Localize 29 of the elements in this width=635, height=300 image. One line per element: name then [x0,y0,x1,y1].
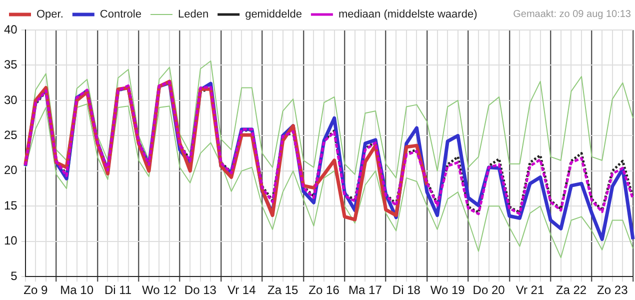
x-tick-label: Di 11 [104,283,132,298]
x-tick-label: Wo 19 [430,283,466,298]
y-tick-label: 15 [4,198,18,212]
x-tick-label: Ma 10 [60,283,94,298]
x-tick-label: Ma 17 [348,283,382,298]
x-tick-label: Zo 16 [308,283,340,298]
x-tick-label: Do 20 [472,283,506,298]
x-tick-label: Di 18 [392,283,421,298]
y-tick-label: 5 [10,268,18,283]
y-tick-label: 30 [4,92,18,107]
x-tick-label: Zo 23 [597,283,628,298]
y-tick-label: 35 [4,58,18,72]
x-tick-label: Do 13 [184,283,217,298]
x-tick-label: Za 22 [556,283,587,298]
y-tick-label: 10 [4,234,18,248]
legend-label: Oper. [36,8,64,21]
y-tick-label: 40 [4,22,18,36]
x-tick-label: Wo 12 [142,283,177,298]
legend-label: mediaan (middelste waarde) [338,8,478,21]
text: Gemaakt: zo 09 aug 10:13 [513,8,632,20]
x-tick-label: Za 15 [267,283,298,298]
y-tick-label: 25 [4,128,18,142]
legend-label: gemiddelde [245,8,302,21]
legend-label: Leden [178,8,209,21]
legend-label: Controle [100,8,142,21]
x-tick-label: Zo 9 [24,283,48,298]
y-tick-label: 20 [4,163,18,178]
x-tick-label: Vr 14 [228,283,256,298]
x-tick-label: Vr 21 [516,283,544,298]
